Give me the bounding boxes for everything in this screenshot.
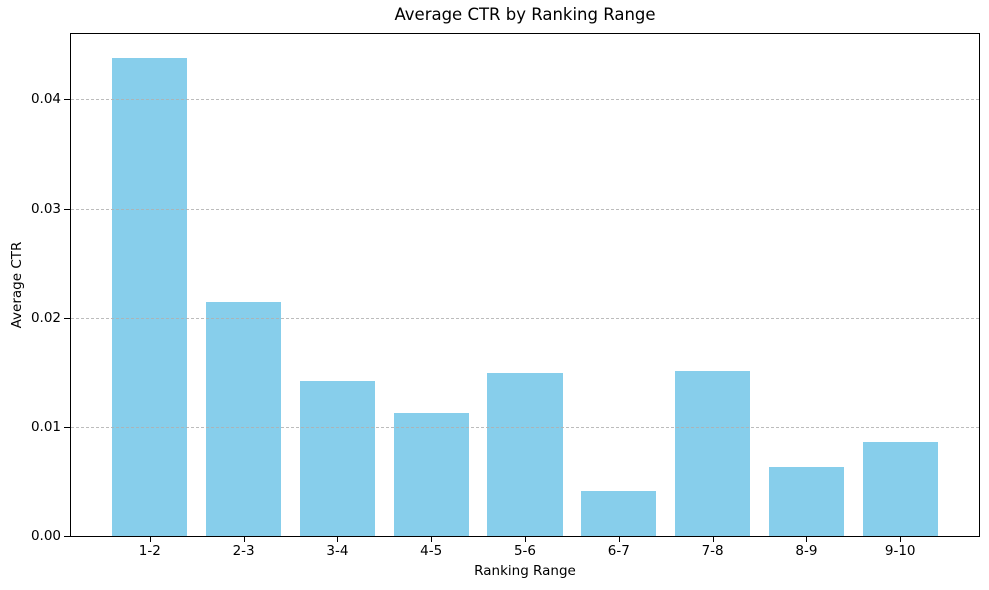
y-gridline [71, 317, 979, 319]
bar-3-4 [299, 381, 375, 536]
x-tick-label: 2-3 [232, 543, 255, 559]
x-tick-mark [618, 537, 620, 542]
x-tick-label: 9-10 [884, 543, 916, 559]
bar-7-8 [675, 371, 751, 536]
bar-5-6 [487, 373, 563, 536]
x-tick-mark [900, 537, 902, 542]
x-tick-label: 8-9 [795, 543, 818, 559]
x-tick-label: 7-8 [701, 543, 724, 559]
y-gridline [71, 99, 979, 101]
y-tick-mark [64, 317, 70, 319]
x-tick-label: 4-5 [420, 543, 443, 559]
x-tick-label: 1-2 [138, 543, 161, 559]
y-gridline [71, 208, 979, 210]
plot-area [70, 33, 980, 537]
bar-2-3 [206, 302, 282, 536]
y-tick-mark [64, 99, 70, 101]
x-axis-label: Ranking Range [474, 563, 576, 579]
x-tick-mark [806, 537, 808, 542]
bar-6-7 [581, 491, 657, 536]
x-tick-mark [149, 537, 151, 542]
x-tick-label: 6-7 [607, 543, 630, 559]
x-tick-label: 5-6 [513, 543, 537, 559]
x-tick-label: 3-4 [326, 543, 349, 559]
bar-9-10 [862, 442, 938, 536]
bar-1-2 [112, 58, 188, 536]
y-tick-label: 0.00 [30, 528, 61, 544]
x-tick-mark [525, 537, 526, 542]
x-tick-mark [431, 537, 433, 542]
x-tick-mark [337, 537, 339, 542]
chart-title: Average CTR by Ranking Range [394, 5, 656, 24]
y-gridline [71, 426, 979, 428]
x-tick-mark [243, 537, 245, 542]
y-tick-mark [64, 426, 70, 428]
y-tick-label: 0.02 [30, 309, 61, 326]
y-tick-label: 0.01 [30, 418, 61, 435]
y-tick-label: 0.04 [30, 91, 61, 108]
y-tick-mark [64, 208, 70, 210]
x-tick-mark [712, 537, 714, 542]
y-tick-mark [64, 536, 70, 537]
bar-8-9 [768, 467, 844, 536]
bar-4-5 [393, 412, 469, 536]
y-tick-label: 0.03 [30, 200, 61, 217]
